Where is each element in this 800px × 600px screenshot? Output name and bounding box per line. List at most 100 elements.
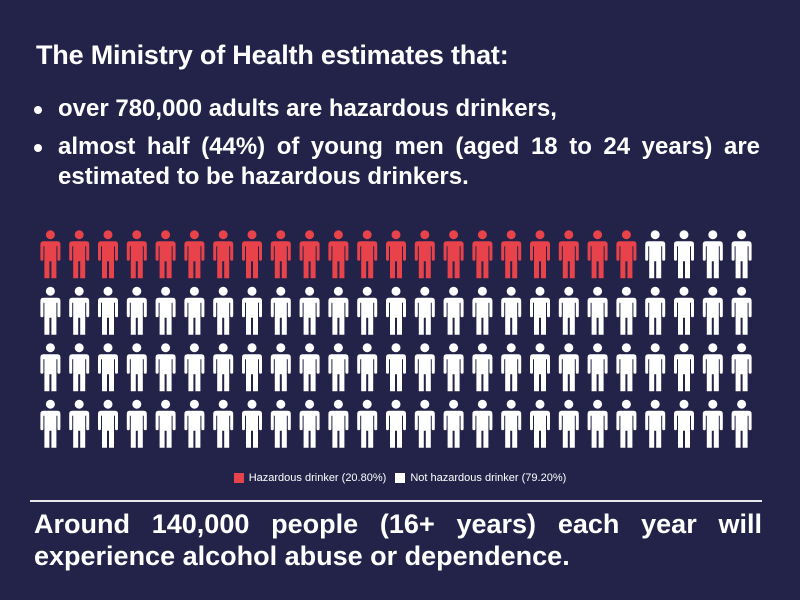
person-icon-47 — [645, 286, 666, 335]
person-icon-48 — [674, 286, 694, 335]
bullet-text: over 780,000 adults are hazardous drinke… — [58, 95, 557, 122]
person-icon-32 — [213, 286, 234, 335]
person-icon-77 — [69, 399, 90, 448]
person-icon-57 — [213, 343, 234, 392]
person-icon-6 — [184, 230, 205, 279]
person-icon-24 — [702, 230, 723, 279]
person-icon-66 — [472, 343, 493, 392]
person-icon-88 — [386, 399, 406, 448]
person-icon-94 — [558, 399, 579, 448]
person-icon-40 — [443, 286, 464, 335]
legend-swatch-not-hazardous — [395, 473, 406, 483]
person-icon-64 — [414, 343, 435, 392]
person-icon-3 — [98, 230, 118, 279]
person-icon-11 — [328, 230, 349, 279]
person-icon-65 — [443, 343, 464, 392]
person-icon-37 — [357, 286, 378, 335]
person-icon-89 — [414, 399, 435, 448]
person-icon-23 — [674, 230, 694, 279]
person-icon-29 — [126, 286, 147, 335]
person-icon-19 — [558, 230, 579, 279]
divider — [30, 500, 762, 502]
legend-item-hazardous: Hazardous drinker (20.80%) — [233, 472, 387, 484]
person-icon-14 — [414, 230, 435, 279]
person-icon-90 — [443, 399, 464, 448]
person-icon-8 — [242, 230, 262, 279]
person-icon-87 — [357, 399, 378, 448]
person-icon-79 — [126, 399, 147, 448]
bullet-item: over 780,000 adults are hazardous drinke… — [32, 94, 760, 124]
person-icon-93 — [530, 399, 550, 448]
person-icon-33 — [242, 286, 262, 335]
person-icon-78 — [98, 399, 118, 448]
person-icon-91 — [472, 399, 493, 448]
person-icon-45 — [587, 286, 608, 335]
bullet-dot-icon — [34, 144, 42, 152]
person-icon-1 — [40, 230, 61, 279]
person-icon-62 — [357, 343, 378, 392]
person-icon-60 — [299, 343, 320, 392]
person-icon-27 — [69, 286, 90, 335]
bullet-text: almost half (44%) of young men (aged 18 … — [58, 133, 760, 190]
person-icon-20 — [587, 230, 608, 279]
person-icon-74 — [702, 343, 723, 392]
person-icon-16 — [472, 230, 493, 279]
person-icon-83 — [242, 399, 262, 448]
person-icon-46 — [616, 286, 637, 335]
person-icon-51 — [40, 343, 61, 392]
person-icon-67 — [501, 343, 522, 392]
person-icon-42 — [501, 286, 522, 335]
person-icon-7 — [213, 230, 234, 279]
person-icon-31 — [184, 286, 205, 335]
person-icon-98 — [674, 399, 694, 448]
person-icon-35 — [299, 286, 320, 335]
person-icon-92 — [501, 399, 522, 448]
legend-item-not-hazardous: Not hazardous drinker (79.20%) — [395, 472, 566, 484]
person-icon-58 — [242, 343, 262, 392]
person-icon-9 — [270, 230, 291, 279]
person-icon-21 — [616, 230, 637, 279]
legend-label-not-hazardous: Not hazardous drinker (79.20%) — [410, 472, 567, 484]
person-icon-44 — [558, 286, 579, 335]
person-icon-81 — [184, 399, 205, 448]
person-icon-99 — [702, 399, 723, 448]
person-icon-28 — [98, 286, 118, 335]
person-icon-34 — [270, 286, 291, 335]
bullet-item: almost half (44%) of young men (aged 18 … — [32, 132, 760, 192]
person-icon-5 — [155, 230, 176, 279]
person-icon-61 — [328, 343, 349, 392]
person-icon-100 — [731, 399, 752, 448]
person-icon-84 — [270, 399, 291, 448]
person-icon-63 — [386, 343, 406, 392]
person-icon-17 — [501, 230, 522, 279]
person-icon-10 — [299, 230, 320, 279]
person-icon-76 — [40, 399, 61, 448]
pictogram-chart — [36, 226, 756, 452]
footer-statement: Around 140,000 people (16+ years) each y… — [34, 509, 762, 571]
bullet-dot-icon — [34, 106, 42, 114]
person-icon-75 — [731, 343, 752, 392]
person-icon-26 — [40, 286, 61, 335]
person-icon-12 — [357, 230, 378, 279]
person-icon-82 — [213, 399, 234, 448]
person-icon-86 — [328, 399, 349, 448]
person-icon-52 — [69, 343, 90, 392]
legend-label-hazardous: Hazardous drinker (20.80%) — [248, 472, 387, 484]
person-icon-56 — [184, 343, 205, 392]
person-icon-39 — [414, 286, 435, 335]
person-icon-97 — [645, 399, 666, 448]
person-icon-70 — [587, 343, 608, 392]
person-icon-36 — [328, 286, 349, 335]
pictogram-svg — [40, 230, 752, 448]
chart-legend: Hazardous drinker (20.80%) Not hazardous… — [0, 472, 800, 486]
person-icon-22 — [645, 230, 666, 279]
person-icon-13 — [386, 230, 406, 279]
person-icon-95 — [587, 399, 608, 448]
person-icon-4 — [126, 230, 147, 279]
person-icon-49 — [702, 286, 723, 335]
person-icon-18 — [530, 230, 550, 279]
person-icon-43 — [530, 286, 550, 335]
person-icon-85 — [299, 399, 320, 448]
person-icon-54 — [126, 343, 147, 392]
person-icon-25 — [731, 230, 752, 279]
